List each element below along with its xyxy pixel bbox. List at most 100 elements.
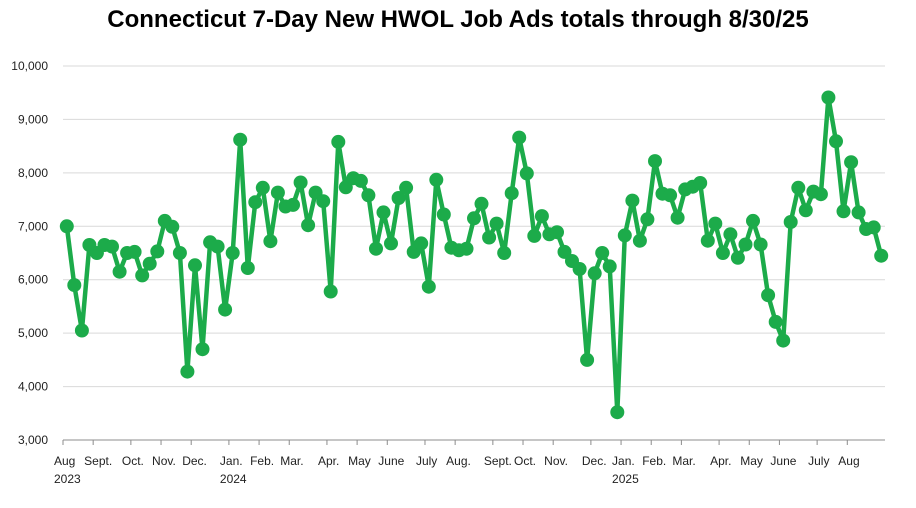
x-tick-label: Feb. — [642, 454, 666, 468]
data-point — [210, 239, 225, 254]
data-point — [836, 204, 851, 219]
data-point — [730, 250, 745, 265]
data-point — [414, 236, 429, 251]
x-tick-label: Dec. — [182, 454, 207, 468]
data-point — [610, 405, 625, 420]
x-tick-label: Mar. — [672, 454, 695, 468]
data-point — [384, 236, 398, 251]
data-point — [572, 262, 587, 276]
x-tick-label: May — [740, 454, 763, 468]
data-point — [617, 228, 632, 243]
data-point — [67, 278, 82, 293]
data-point — [874, 248, 889, 263]
data-point — [188, 258, 202, 273]
y-tick-label: 3,000 — [18, 433, 48, 447]
x-tick-label: Apr. — [710, 454, 731, 468]
data-point — [436, 207, 451, 222]
data-point — [753, 237, 768, 252]
x-axis-labels: Aug Sept. Oct. Nov. Dec. Jan. Feb. Mar. Apr. May J… — [54, 454, 860, 486]
x-year-label: 2025 — [612, 472, 639, 486]
x-tick-label: June — [770, 454, 796, 468]
data-point — [150, 244, 165, 259]
data-point — [723, 227, 738, 242]
data-point — [693, 176, 708, 190]
data-point — [233, 132, 248, 147]
data-point — [376, 205, 391, 220]
data-point — [798, 203, 813, 218]
x-tick-label: Jan. — [220, 454, 243, 468]
data-point — [74, 323, 89, 338]
data-point — [768, 314, 783, 329]
x-tick-label: Nov. — [152, 454, 176, 468]
x-tick-label: Feb. — [250, 454, 274, 468]
data-point — [791, 180, 806, 195]
data-point — [165, 219, 180, 234]
data-point — [391, 191, 406, 205]
data-point — [519, 166, 534, 181]
data-point — [829, 134, 843, 149]
data-point — [482, 230, 497, 245]
y-axis-labels: 3,000 4,000 5,000 6,000 7,000 8,000 9,000 10,00… — [11, 59, 48, 447]
data-point — [866, 220, 881, 235]
x-tick-label: July — [808, 454, 829, 468]
x-tick-label: Mar. — [280, 454, 303, 468]
y-tick-label: 4,000 — [18, 380, 48, 394]
data-point — [429, 172, 444, 187]
data-point — [112, 264, 127, 279]
data-point — [59, 219, 74, 234]
series-hwol-job-ads — [59, 90, 889, 420]
data-point — [135, 268, 150, 283]
x-tick-label: Oct. — [122, 454, 144, 468]
x-tick-label: Aug. — [446, 454, 471, 468]
data-point — [369, 241, 383, 256]
data-point — [632, 233, 647, 248]
data-point — [225, 246, 240, 260]
y-tick-label: 8,000 — [18, 166, 48, 180]
data-point — [105, 239, 119, 254]
data-point — [331, 134, 346, 149]
x-tick-label: Apr. — [318, 454, 339, 468]
data-point — [459, 241, 474, 256]
x-tick-label: Aug — [838, 454, 859, 468]
x-tick-label: Jan. — [612, 454, 635, 468]
data-point — [640, 212, 655, 227]
data-point — [218, 302, 233, 317]
chart-title: Connecticut 7-Day New HWOL Job Ads total… — [107, 6, 809, 33]
y-tick-label: 10,000 — [11, 59, 48, 73]
data-point — [323, 284, 338, 299]
data-point — [580, 352, 595, 367]
data-point — [587, 266, 602, 281]
data-point — [844, 155, 859, 170]
data-point — [255, 180, 270, 195]
data-point — [550, 225, 564, 240]
data-point — [821, 90, 836, 105]
data-point — [240, 261, 255, 275]
y-tick-label: 9,000 — [18, 112, 48, 126]
x-tick-label: Dec. — [582, 454, 607, 468]
data-point — [180, 364, 195, 379]
data-point — [353, 173, 368, 188]
data-point — [263, 234, 278, 249]
data-point — [700, 233, 715, 248]
data-point — [625, 193, 640, 208]
data-point — [708, 216, 723, 231]
data-point — [761, 288, 776, 303]
x-tick-label: Oct. — [514, 454, 536, 468]
data-point — [172, 246, 187, 260]
data-point — [474, 196, 489, 211]
data-point — [746, 213, 760, 228]
data-point — [851, 205, 866, 220]
data-point — [663, 188, 678, 203]
data-point — [467, 211, 481, 226]
data-point — [489, 216, 504, 231]
data-point — [248, 195, 263, 210]
data-point — [127, 244, 142, 259]
data-point — [293, 175, 308, 190]
data-point — [399, 180, 414, 195]
data-point — [783, 215, 798, 229]
data-point — [595, 246, 610, 260]
data-point — [670, 210, 685, 225]
x-tick-label: Sept. — [84, 454, 112, 468]
x-tick-label: May — [348, 454, 371, 468]
